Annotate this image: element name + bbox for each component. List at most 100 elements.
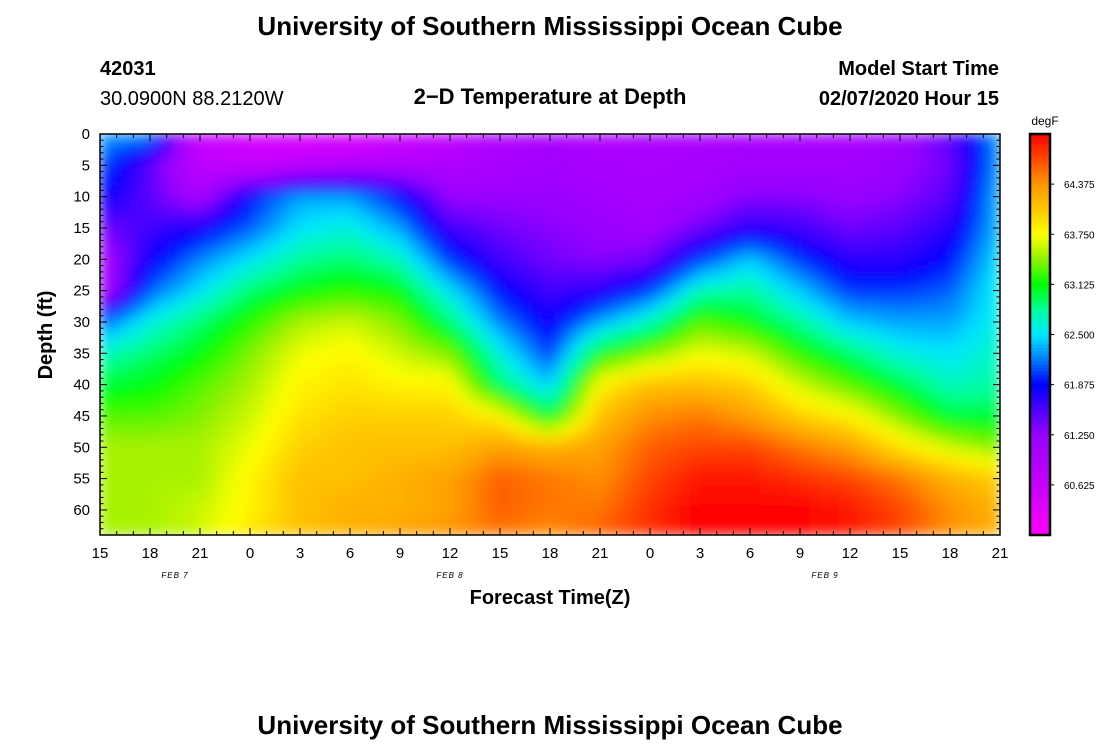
- colorbar-band: [1030, 321, 1050, 326]
- heatmap-cell: [329, 273, 341, 285]
- heatmap-cell: [599, 404, 611, 416]
- heatmap-cell: [909, 293, 921, 305]
- heatmap-cell: [289, 283, 301, 295]
- heatmap-cell: [859, 344, 871, 356]
- heatmap-cell: [279, 414, 291, 426]
- x-tick-label: 18: [542, 545, 559, 562]
- heatmap-cell: [879, 394, 891, 406]
- heatmap-cell: [809, 524, 821, 535]
- heatmap-cell: [119, 153, 131, 165]
- heatmap-cell: [949, 323, 961, 336]
- heatmap-cell: [169, 414, 181, 426]
- heatmap-cell: [579, 213, 591, 225]
- heatmap-cell: [889, 143, 901, 155]
- heatmap-cell: [929, 454, 941, 466]
- heatmap-cell: [899, 344, 911, 356]
- heatmap-cell: [109, 364, 121, 376]
- heatmap-cell: [629, 474, 641, 486]
- heatmap-cell: [829, 484, 841, 496]
- colorbar-band: [1030, 134, 1050, 138]
- heatmap-cell: [100, 454, 111, 466]
- heatmap-cell: [739, 153, 751, 165]
- heatmap-cell: [469, 394, 481, 406]
- heatmap-cell: [229, 143, 241, 155]
- heatmap-cell: [389, 404, 401, 416]
- heatmap-cell: [379, 494, 391, 506]
- heatmap-cell: [929, 213, 941, 225]
- heatmap-cell: [629, 253, 641, 265]
- heatmap-cell: [629, 323, 641, 336]
- heatmap-cell: [289, 153, 301, 165]
- heatmap-cell: [159, 524, 171, 535]
- colorbar-band: [1030, 247, 1050, 252]
- heatmap-cell: [169, 484, 181, 496]
- heatmap-cell: [559, 344, 571, 356]
- heatmap-cell: [669, 434, 681, 446]
- heatmap-cell: [949, 233, 961, 245]
- heatmap-cell: [109, 354, 121, 366]
- heatmap-cell: [319, 364, 331, 376]
- heatmap-cell: [249, 454, 261, 466]
- heatmap-cell: [929, 404, 941, 416]
- heatmap-cell: [839, 213, 851, 225]
- heatmap-cell: [189, 233, 201, 245]
- heatmap-cell: [759, 374, 771, 386]
- heatmap-cell: [519, 474, 531, 486]
- heatmap-cell: [559, 514, 571, 526]
- heatmap-cell: [599, 143, 611, 155]
- heatmap-cell: [349, 484, 361, 496]
- x-tick-label: 15: [92, 545, 109, 562]
- colorbar-band: [1030, 528, 1050, 533]
- heatmap-cell: [679, 163, 691, 175]
- heatmap-cell: [889, 334, 901, 346]
- heatmap-cell: [599, 233, 611, 245]
- heatmap-cell: [119, 134, 131, 145]
- heatmap-cell: [739, 323, 751, 336]
- heatmap-cell: [279, 514, 291, 526]
- heatmap-cell: [109, 134, 121, 145]
- heatmap-cell: [469, 203, 481, 215]
- heatmap-cell: [619, 303, 631, 315]
- heatmap-cell: [459, 434, 471, 446]
- heatmap-cell: [269, 173, 281, 185]
- heatmap-cell: [809, 404, 821, 416]
- heatmap-cell: [649, 183, 661, 195]
- heatmap-cell: [989, 273, 1000, 285]
- heatmap-cell: [759, 494, 771, 506]
- heatmap-cell: [269, 374, 281, 386]
- heatmap-cell: [239, 163, 251, 175]
- heatmap-cell: [289, 273, 301, 285]
- heatmap-cell: [499, 243, 511, 255]
- heatmap-cell: [109, 203, 121, 215]
- colorbar-band: [1030, 337, 1050, 342]
- heatmap-cell: [149, 514, 161, 526]
- heatmap-cell: [669, 464, 681, 476]
- heatmap-cell: [919, 424, 931, 436]
- heatmap-cell: [149, 344, 161, 356]
- heatmap-cell: [789, 374, 801, 386]
- heatmap-cell: [499, 404, 511, 416]
- heatmap-cell: [969, 253, 981, 265]
- heatmap-cell: [139, 484, 151, 496]
- heatmap-cell: [389, 283, 401, 295]
- heatmap-cell: [219, 323, 231, 336]
- heatmap-cell: [939, 524, 951, 535]
- heatmap-cell: [549, 223, 561, 235]
- heatmap-cell: [839, 374, 851, 386]
- heatmap-cell: [339, 223, 351, 235]
- colorbar-band: [1030, 190, 1050, 195]
- heatmap-cell: [829, 283, 841, 295]
- heatmap-cell: [229, 374, 241, 386]
- heatmap-cell: [729, 223, 741, 235]
- heatmap-cell: [309, 464, 321, 476]
- heatmap-cell: [689, 514, 701, 526]
- heatmap-cell: [709, 524, 721, 535]
- heatmap-cell: [989, 344, 1000, 356]
- heatmap-cell: [509, 414, 521, 426]
- heatmap-cell: [719, 313, 731, 325]
- colorbar-band: [1030, 374, 1050, 379]
- heatmap-cell: [829, 414, 841, 426]
- x-tick-label: 15: [492, 545, 509, 562]
- heatmap-cell: [479, 454, 491, 466]
- heatmap-cell: [239, 173, 251, 185]
